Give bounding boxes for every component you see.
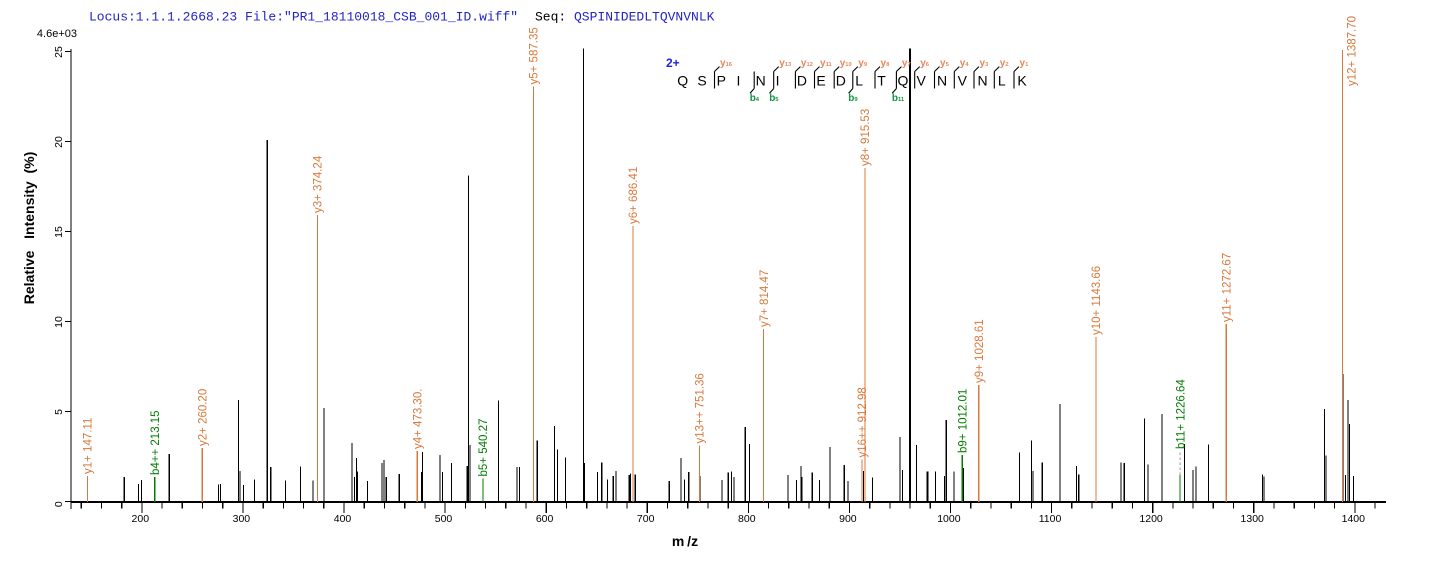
svg-text:b5: b5 — [769, 93, 779, 104]
svg-text:1000: 1000 — [937, 513, 961, 525]
svg-text:Locus:1.1.1.2668.23 File:"PR1_: Locus:1.1.1.2668.23 File:"PR1_18110018_C… — [89, 10, 518, 25]
svg-text:y7+ 814.47: y7+ 814.47 — [759, 270, 771, 327]
svg-text:y13: y13 — [779, 58, 792, 69]
svg-text:D: D — [836, 73, 846, 89]
svg-text:Q: Q — [898, 73, 909, 89]
svg-text:y9+ 1028.61: y9+ 1028.61 — [974, 319, 986, 383]
svg-text:b9: b9 — [848, 93, 858, 104]
svg-text:T: T — [877, 73, 886, 89]
svg-text:y5+ 587.35: y5+ 587.35 — [529, 27, 541, 84]
svg-text:y12+ 1387.70: y12+ 1387.70 — [1346, 16, 1358, 86]
svg-text:y5: y5 — [940, 58, 950, 69]
svg-text:y12: y12 — [801, 58, 813, 69]
svg-text:b11: b11 — [892, 93, 905, 104]
svg-text:y4+ 473.30.: y4+ 473.30. — [412, 389, 424, 449]
svg-text:m /z: m /z — [672, 533, 698, 549]
svg-text:1400: 1400 — [1342, 513, 1366, 525]
svg-text:4.6e+03: 4.6e+03 — [37, 28, 77, 40]
svg-text:b4++ 213.15: b4++ 213.15 — [150, 410, 162, 475]
svg-text:1300: 1300 — [1241, 513, 1265, 525]
svg-text:N: N — [756, 73, 766, 89]
svg-text:K: K — [1017, 73, 1027, 89]
svg-text:200: 200 — [132, 513, 150, 525]
svg-text:V: V — [958, 73, 968, 89]
svg-text:y4: y4 — [960, 58, 970, 69]
svg-text:N: N — [937, 73, 947, 89]
svg-text:y1: y1 — [1020, 58, 1030, 69]
svg-text:y7: y7 — [902, 58, 911, 69]
svg-text:5: 5 — [53, 409, 65, 415]
svg-text:I: I — [737, 73, 741, 89]
svg-text:y16++ 912.98: y16++ 912.98 — [857, 387, 869, 457]
svg-text:b5+ 540.27: b5+ 540.27 — [478, 419, 490, 477]
svg-text:y10: y10 — [840, 58, 852, 69]
svg-text:D: D — [797, 73, 807, 89]
svg-text:L: L — [855, 73, 863, 89]
svg-text:y11+ 1272.67: y11+ 1272.67 — [1221, 253, 1233, 322]
svg-text:y2: y2 — [1000, 58, 1009, 69]
svg-text:N: N — [977, 73, 987, 89]
svg-text:900: 900 — [839, 513, 857, 525]
svg-text:y13++ 751.36: y13++ 751.36 — [695, 373, 707, 443]
svg-text:300: 300 — [233, 513, 251, 525]
svg-text:y10+ 1143.66: y10+ 1143.66 — [1091, 266, 1103, 335]
svg-text:y3: y3 — [980, 58, 990, 69]
svg-text:700: 700 — [637, 513, 655, 525]
svg-text:L: L — [998, 73, 1006, 89]
svg-text:y6+ 686.41: y6+ 686.41 — [628, 167, 640, 224]
svg-text:y8: y8 — [881, 58, 891, 69]
svg-text:y8+ 915.53: y8+ 915.53 — [860, 109, 872, 166]
svg-text:400: 400 — [334, 513, 352, 525]
svg-text:0: 0 — [53, 501, 65, 507]
svg-text:y1+ 147.11: y1+ 147.11 — [83, 418, 95, 474]
svg-text:800: 800 — [738, 513, 756, 525]
svg-text:b4: b4 — [750, 93, 760, 104]
svg-text:y11: y11 — [820, 58, 832, 69]
svg-text:2+: 2+ — [666, 56, 680, 70]
svg-text:600: 600 — [536, 513, 554, 525]
svg-text:20: 20 — [53, 136, 65, 148]
svg-text:b9+ 1012.01: b9+ 1012.01 — [957, 389, 969, 453]
svg-text:1200: 1200 — [1139, 513, 1163, 525]
svg-text:Relative Intensity (%): Relative Intensity (%) — [21, 152, 37, 304]
svg-text:V: V — [917, 73, 927, 89]
svg-text:P: P — [717, 73, 726, 89]
svg-text:Seq:: Seq: — [535, 10, 566, 25]
svg-text:b11+ 1226.64: b11+ 1226.64 — [1175, 379, 1187, 449]
svg-text:1100: 1100 — [1039, 513, 1062, 525]
svg-text:S: S — [697, 73, 706, 89]
svg-text:25: 25 — [53, 46, 65, 58]
svg-text:y2+ 260.20: y2+ 260.20 — [197, 389, 209, 446]
svg-text:15: 15 — [53, 226, 65, 238]
svg-text:y16: y16 — [720, 58, 733, 69]
svg-text:500: 500 — [435, 513, 453, 525]
svg-text:y6: y6 — [920, 58, 930, 69]
svg-text:Q: Q — [677, 73, 688, 89]
svg-text:QSPINIDEDLTQVNVNLK: QSPINIDEDLTQVNVNLK — [574, 10, 715, 25]
svg-text:E: E — [816, 73, 825, 89]
svg-text:I: I — [776, 73, 780, 89]
svg-text:y9: y9 — [858, 58, 868, 69]
svg-text:y3+ 374.24: y3+ 374.24 — [313, 155, 325, 213]
svg-text:10: 10 — [53, 316, 65, 328]
